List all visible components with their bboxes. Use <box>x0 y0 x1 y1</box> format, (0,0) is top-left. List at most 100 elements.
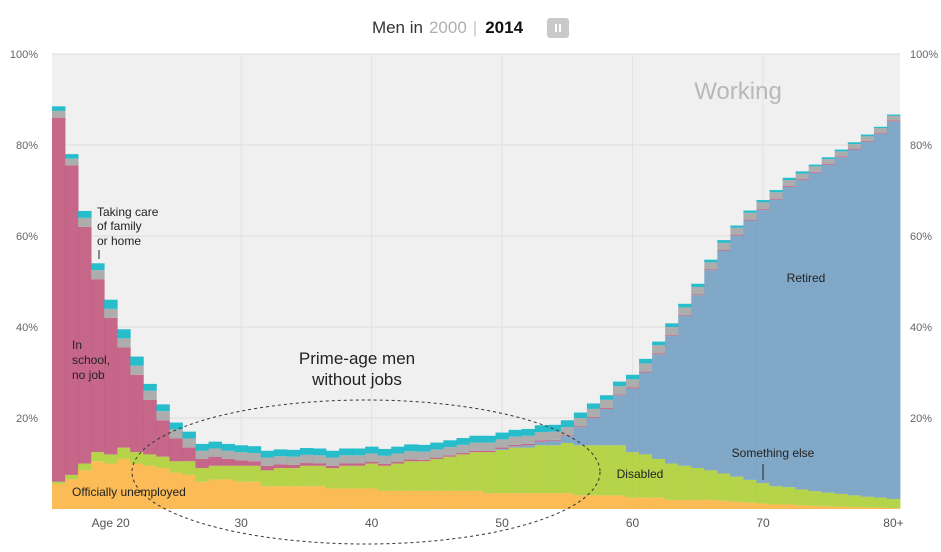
bar-segment-school <box>547 439 562 441</box>
year-2000-link[interactable]: 2000 <box>428 18 467 37</box>
bar-segment-school <box>299 463 314 466</box>
bar-segment-disabled <box>156 456 170 469</box>
bar-segment-school <box>717 249 731 251</box>
bar-segment-school <box>743 219 757 221</box>
bar-segment-unemployed <box>717 500 731 509</box>
bar-segment-something_else <box>652 345 666 354</box>
bar-segment-unemployed <box>339 488 353 509</box>
bar-segment-something_else <box>795 173 810 180</box>
bar-segment-unemployed <box>312 486 327 509</box>
pause-button[interactable] <box>547 18 570 38</box>
bar-segment-retired <box>756 210 770 484</box>
bar-segment-retired <box>495 448 510 450</box>
bar-segment-something_else <box>704 262 718 270</box>
bar-segment-family <box>717 240 731 243</box>
bar-segment-something_else <box>873 128 888 133</box>
bar-segment-something_else <box>378 455 392 464</box>
bar-segment-unemployed <box>378 490 392 509</box>
bar-segment-school <box>117 347 131 448</box>
bar-segment-school <box>573 426 588 428</box>
bar-segment-family <box>508 429 523 437</box>
bar-segment-retired <box>573 427 588 446</box>
bar-segment-retired <box>860 141 875 497</box>
bar-segment-retired <box>834 157 849 494</box>
bar-segment-unemployed <box>782 504 797 509</box>
bar-segment-something_else <box>834 151 849 157</box>
bar-segment-something_else <box>169 429 183 439</box>
bar-segment-school <box>678 314 692 316</box>
bar-segment-school <box>130 374 144 453</box>
bar-segment-unemployed <box>117 458 131 509</box>
bar-segment-disabled <box>769 486 783 505</box>
bar-segment-retired <box>821 165 836 493</box>
bar-segment-disabled <box>208 465 222 480</box>
bar-segment-unemployed <box>221 479 236 509</box>
bar-segment-school <box>325 465 340 469</box>
bar-segment-unemployed <box>743 502 757 509</box>
bar-segment-unemployed <box>730 501 744 509</box>
bar-segment-disabled <box>325 468 340 489</box>
bar-segment-retired <box>704 270 718 471</box>
bar-segment-unemployed <box>756 503 770 509</box>
bar-segment-family <box>391 446 405 454</box>
x-tick-label: 80+ <box>883 516 903 530</box>
bar-segment-disabled <box>391 463 405 491</box>
bar-segment-school <box>847 148 862 150</box>
bar-segment-something_else <box>65 158 79 166</box>
bar-segment-family <box>286 449 301 457</box>
bar-segment-disabled <box>521 447 536 494</box>
bar-segment-unemployed <box>547 493 562 509</box>
bar-segment-something_else <box>260 457 275 466</box>
bar-segment-disabled <box>756 483 770 504</box>
bar-segment-something_else <box>886 115 901 121</box>
bar-segment-unemployed <box>521 493 536 509</box>
bar-segment-something_else <box>143 390 157 400</box>
bar-segment-something_else <box>678 307 692 315</box>
bar-segment-disabled <box>691 468 705 500</box>
bar-segment-unemployed <box>365 488 379 509</box>
bar-segment-retired <box>626 388 640 453</box>
bar-segment-family <box>652 341 666 346</box>
bar-segment-something_else <box>691 286 705 295</box>
bar-segment-school <box>534 440 549 442</box>
bar-segment-unemployed <box>208 479 222 509</box>
bar-segment-unemployed <box>704 499 718 509</box>
bar-segment-family <box>339 448 353 456</box>
bar-segment-family <box>860 134 875 137</box>
bar-segment-unemployed <box>325 488 340 509</box>
x-tick-label: 30 <box>234 516 248 530</box>
bar-segment-something_else <box>717 242 731 250</box>
bar-segment-family <box>260 450 275 458</box>
bar-segment-something_else <box>117 338 131 348</box>
bar-segment-disabled <box>234 465 249 482</box>
bar-segment-unemployed <box>456 490 470 509</box>
bar-segment-something_else <box>91 270 105 280</box>
x-tick-label: 60 <box>626 516 640 530</box>
bar-segment-unemployed <box>443 490 457 509</box>
bar-segment-school <box>260 465 275 471</box>
label-taking-care-3: or home <box>97 234 141 248</box>
y-tick-label-left: 100% <box>10 49 38 61</box>
bar-segment-school <box>769 198 783 200</box>
bar-segment-school <box>691 294 705 296</box>
x-tick-label: 50 <box>495 516 509 530</box>
bar-segment-unemployed <box>678 499 692 509</box>
bar-segment-disabled <box>626 452 640 498</box>
bar-segment-unemployed <box>182 474 196 510</box>
bar-segment-school <box>391 461 405 464</box>
bar-segment-family <box>456 438 470 445</box>
bar-segment-something_else <box>404 451 418 460</box>
bar-segment-something_else <box>78 217 92 227</box>
bar-segment-family <box>104 299 118 309</box>
bar-segment-something_else <box>508 436 523 445</box>
bar-segment-something_else <box>573 418 588 427</box>
bar-segment-something_else <box>221 450 236 459</box>
bar-segment-family <box>352 448 366 456</box>
bar-segment-school <box>808 171 823 173</box>
bar-segment-something_else <box>156 411 170 421</box>
bar-segment-school <box>234 460 249 466</box>
bar-segment-family <box>325 450 340 458</box>
bar-segment-disabled <box>273 468 288 487</box>
bar-segment-disabled <box>247 465 262 482</box>
year-2014-link[interactable]: 2014 <box>485 18 524 37</box>
